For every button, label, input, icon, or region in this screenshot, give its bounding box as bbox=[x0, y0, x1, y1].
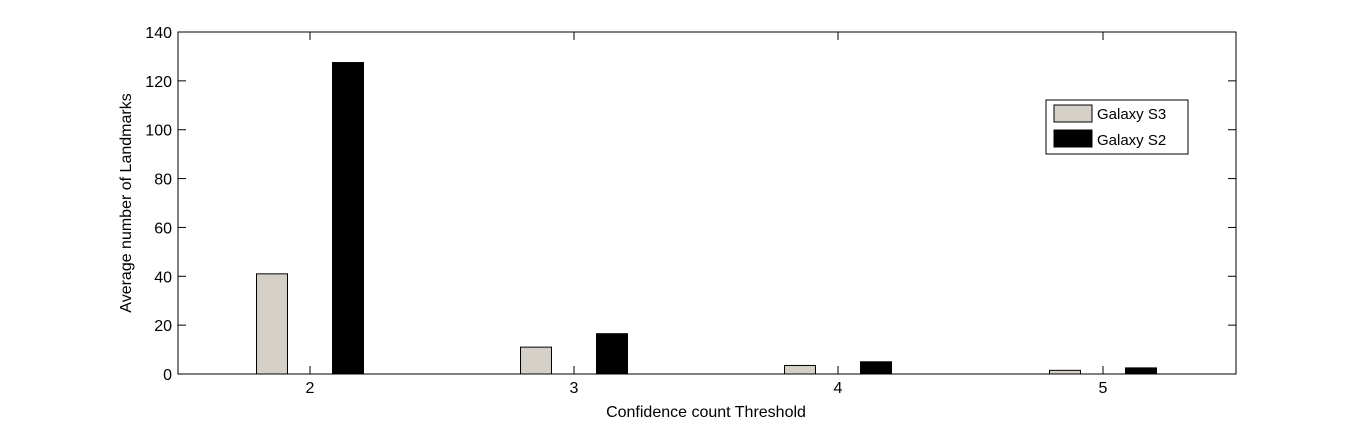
y-tick-label: 100 bbox=[145, 123, 172, 140]
y-tick-label: 120 bbox=[145, 74, 172, 91]
x-tick-label: 5 bbox=[1099, 380, 1108, 397]
bar-galaxy-s3-5 bbox=[1049, 369, 1081, 375]
y-tick-label: 0 bbox=[163, 367, 172, 384]
y-axis-label: Average number of Landmarks bbox=[118, 93, 135, 312]
x-tick-label: 4 bbox=[834, 380, 843, 397]
bar-galaxy-s3-3 bbox=[520, 346, 552, 375]
legend-swatch-galaxy-s2 bbox=[1053, 129, 1093, 148]
legend-label-galaxy-s2: Galaxy S2 bbox=[1097, 132, 1166, 149]
legend-swatch-galaxy-s3 bbox=[1053, 104, 1093, 123]
axis-ticks bbox=[178, 31, 1236, 375]
y-tick-label: 140 bbox=[145, 25, 172, 42]
bar-galaxy-s3-2 bbox=[256, 273, 288, 375]
bar-galaxy-s2-2 bbox=[332, 62, 364, 375]
x-tick-label: 2 bbox=[306, 380, 315, 397]
bar-galaxy-s2-3 bbox=[596, 333, 628, 375]
y-tick-label: 60 bbox=[154, 220, 172, 237]
bar-galaxy-s3-4 bbox=[784, 364, 816, 375]
x-tick-label: 3 bbox=[570, 380, 579, 397]
legend: Galaxy S3 Galaxy S2 bbox=[1045, 99, 1189, 155]
bar-galaxy-s2-5 bbox=[1125, 367, 1157, 375]
y-tick-label: 20 bbox=[154, 318, 172, 335]
bar-galaxy-s2-4 bbox=[860, 361, 892, 375]
tick-labels: 0 20 40 60 80 100 120 140 2 3 4 5 bbox=[145, 25, 1107, 397]
y-tick-label: 40 bbox=[154, 269, 172, 286]
y-tick-label: 80 bbox=[154, 172, 172, 189]
bars bbox=[256, 62, 1157, 375]
x-axis-label: Confidence count Threshold bbox=[606, 404, 806, 421]
legend-label-galaxy-s3: Galaxy S3 bbox=[1097, 106, 1166, 123]
